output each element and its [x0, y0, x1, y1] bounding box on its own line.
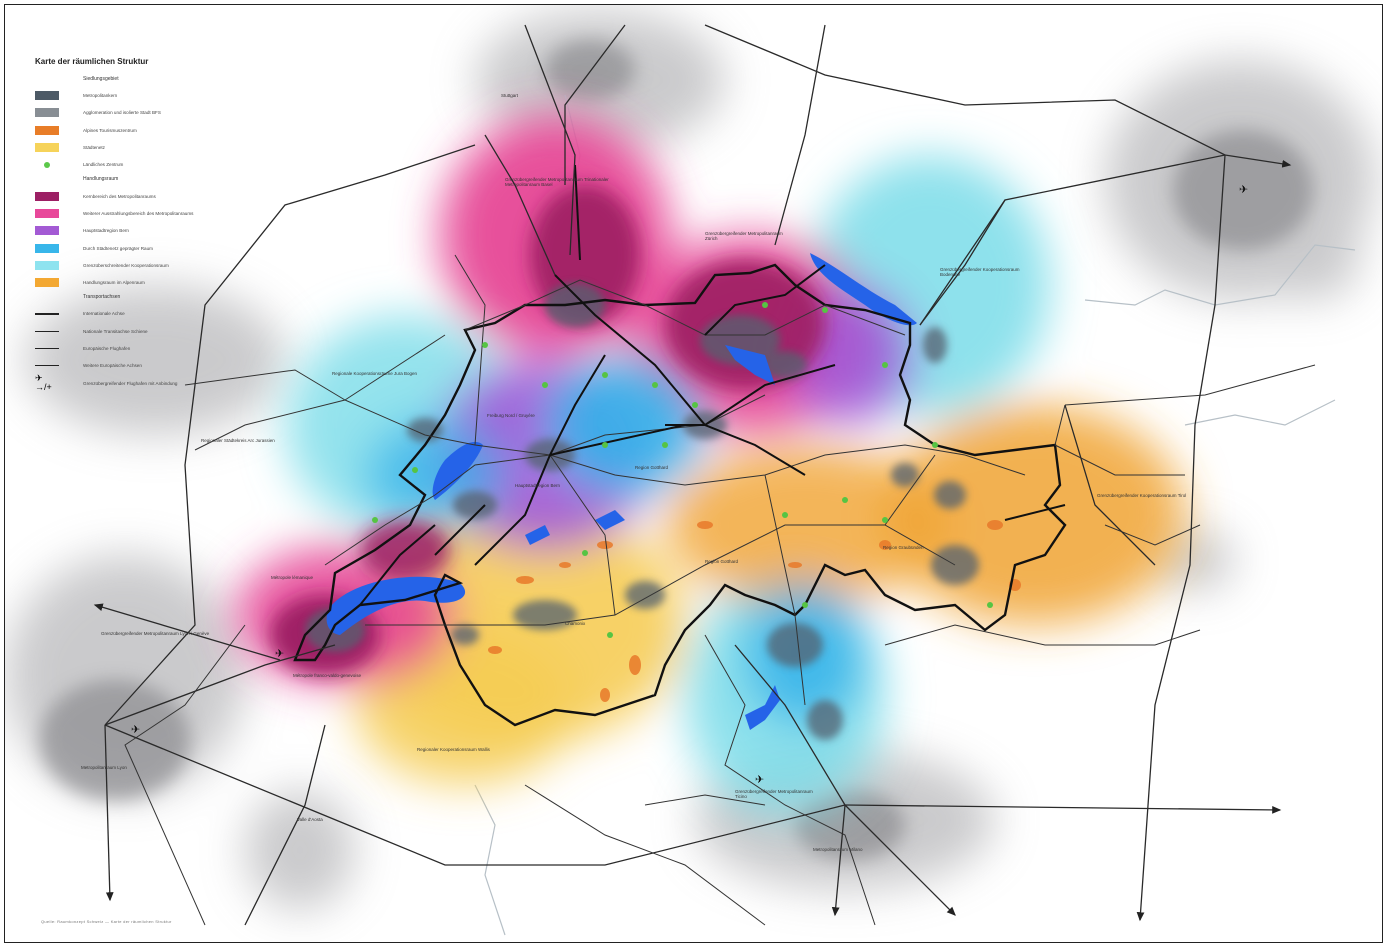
legend-label: Grenzüberschreitender Kooperationsraum: [83, 262, 169, 268]
european-axes: [93, 24, 1292, 926]
legend-item: Alpines Tourismuszentrum: [35, 122, 275, 139]
legend-label: Alpines Tourismuszentrum: [83, 127, 137, 133]
svg-text:✈: ✈: [755, 773, 764, 786]
legend-swatch: [35, 108, 59, 118]
label-zurich: Grenzübergreifender Metropolitanraum Zür…: [705, 231, 783, 241]
agglomerations: [305, 283, 979, 740]
legend-item: Kernbereich des Metropolitanraums: [35, 187, 275, 204]
legend-group-heading: Transportachsen: [83, 294, 121, 301]
legend-item: Weiterer Ausstrahlungsbereich des Metrop…: [35, 205, 275, 222]
label-tirol: Grenzübergreifender Kooperationsraum Tir…: [1097, 493, 1187, 498]
legend-label: Nationale Transitachse Schiene: [83, 328, 148, 334]
legend-group-heading: Siedlungsgebiet: [83, 76, 119, 82]
legend-label: Europäische Flughafen: [83, 346, 131, 351]
legend-label: Weitere Europäische Achsen: [83, 363, 142, 369]
legend-item: Städtenetz: [35, 139, 275, 156]
legend-label: Städtenetz: [83, 145, 105, 151]
rural-centres: [372, 302, 993, 638]
swiss-border: [293, 263, 1067, 727]
structure-map: ✈ ✈ ✈ ✈: [5, 10, 1375, 936]
outer-metro-cores: [40, 40, 1313, 860]
legend-label: Handlungsraum im Alpenraum: [83, 280, 145, 286]
legend-line: [35, 312, 59, 315]
label-milano: Metropolitanraum Milano: [813, 847, 863, 852]
international-axes: [359, 164, 1066, 606]
legend-item: ✈→/+ Grenzübergreifender Flughafen mit A…: [35, 373, 275, 393]
legend-swatch: [35, 260, 59, 270]
legend-group-heading: Handlungsraum: [83, 176, 119, 183]
action-areas: [235, 115, 1185, 815]
label-basel: Grenzübergreifender Metropolitanraum Tri…: [505, 177, 609, 187]
alpine-tourism: [488, 520, 1021, 702]
legend-item: Europäische Flughafen: [35, 340, 275, 357]
legend-swatch: [35, 191, 59, 201]
airport-icons: ✈ ✈ ✈ ✈: [131, 183, 1248, 786]
legend-swatch: [35, 278, 59, 288]
legend-label: Hauptstadtregion Bern: [83, 228, 129, 234]
label-besancon: Regionaler Städtekreis Arc Jurassien: [201, 438, 275, 443]
map-frame: ✈ ✈ ✈ ✈ Karte der räumlichen Struktur Si…: [4, 4, 1383, 943]
legend-line: [35, 348, 59, 349]
legend-item: Durch Städtenetz geprägter Raum: [35, 239, 275, 256]
legend-swatch: [35, 143, 59, 153]
legend-item: Hauptstadtregion Bern: [35, 222, 275, 239]
legend-item: Weitere Europäische Achsen: [35, 357, 275, 374]
legend-swatch: [35, 91, 59, 101]
legend-label: Weiterer Ausstrahlungsbereich des Metrop…: [83, 210, 194, 216]
legend: Karte der räumlichen Struktur Siedlungsg…: [35, 57, 275, 392]
legend-label: Internationale Achse: [83, 311, 125, 317]
label-geneva-north: Métropole lémanique: [271, 575, 314, 580]
label-gotthard: Region Gotthard: [705, 559, 739, 564]
label-bodensee: Grenzübergreifender Kooperationsraum Bod…: [940, 267, 1020, 277]
legend-item: Metropolitankern: [35, 87, 275, 104]
label-bern: Hauptstadtregion Bern: [515, 483, 561, 488]
legend-item: Nationale Transitachse Schiene: [35, 323, 275, 340]
legend-dot: [44, 161, 50, 168]
label-chamonix: Chamonix: [565, 621, 586, 626]
label-valle: Valle d'Aosta: [297, 817, 323, 822]
legend-item: Internationale Achse: [35, 305, 275, 322]
label-jura: Regionale Kooperationsräume Jura Bogen: [332, 371, 418, 376]
label-graubuenden: Region Graubünden: [883, 545, 924, 550]
legend-swatch: [35, 226, 59, 236]
label-gotthard-north: Region Gotthard: [635, 465, 669, 470]
legend-swatch: [35, 243, 59, 253]
label-stuttgart: Stuttgart: [501, 93, 519, 98]
legend-label: Metropolitankern: [83, 93, 118, 99]
label-ticino: Grenzübergreifender Metropolitanraum Tic…: [735, 789, 813, 799]
legend-label: Kernbereich des Metropolitanraums: [83, 193, 156, 199]
map-footer: Quelle: Raumkonzept Schweiz — Karte der …: [41, 919, 172, 924]
map-title: Karte der räumlichen Struktur: [35, 57, 149, 66]
legend-label: Durch Städtenetz geprägter Raum: [83, 245, 153, 251]
legend-label: Grenzübergreifender Flughafen mit Anbind…: [83, 380, 178, 386]
label-gruyere: Freiburg Nord / Gruyère: [487, 413, 535, 418]
legend-label: Ländliches Zentrum: [83, 162, 124, 168]
label-lyon: Metropolitanraum Lyon: [81, 765, 127, 770]
label-lyon-north: Grenzübergreifender Metropolitanraum Lyo…: [101, 631, 210, 636]
legend-item: Grenzüberschreitender Kooperationsraum: [35, 257, 275, 274]
label-geneva-south: Métropole franco-valdo-genevoise: [293, 673, 362, 678]
legend-swatch: [35, 125, 59, 135]
legend-item: Handlungsraum im Alpenraum: [35, 274, 275, 291]
label-sion: Regionaler Kooperationsraum Wallis: [417, 747, 490, 752]
svg-text:✈: ✈: [275, 647, 284, 660]
legend-label: Agglomeration und isolierte Stadt BFS: [83, 110, 161, 116]
legend-item: Ländliches Zentrum: [35, 156, 275, 173]
legend-item: Agglomeration und isolierte Stadt BFS: [35, 104, 275, 121]
legend-arrow-icon: ✈→/+: [35, 373, 52, 393]
svg-text:✈: ✈: [1239, 183, 1248, 196]
legend-line: [35, 365, 59, 367]
legend-swatch: [35, 208, 59, 218]
legend-line: [35, 330, 59, 332]
svg-text:✈: ✈: [131, 723, 140, 736]
